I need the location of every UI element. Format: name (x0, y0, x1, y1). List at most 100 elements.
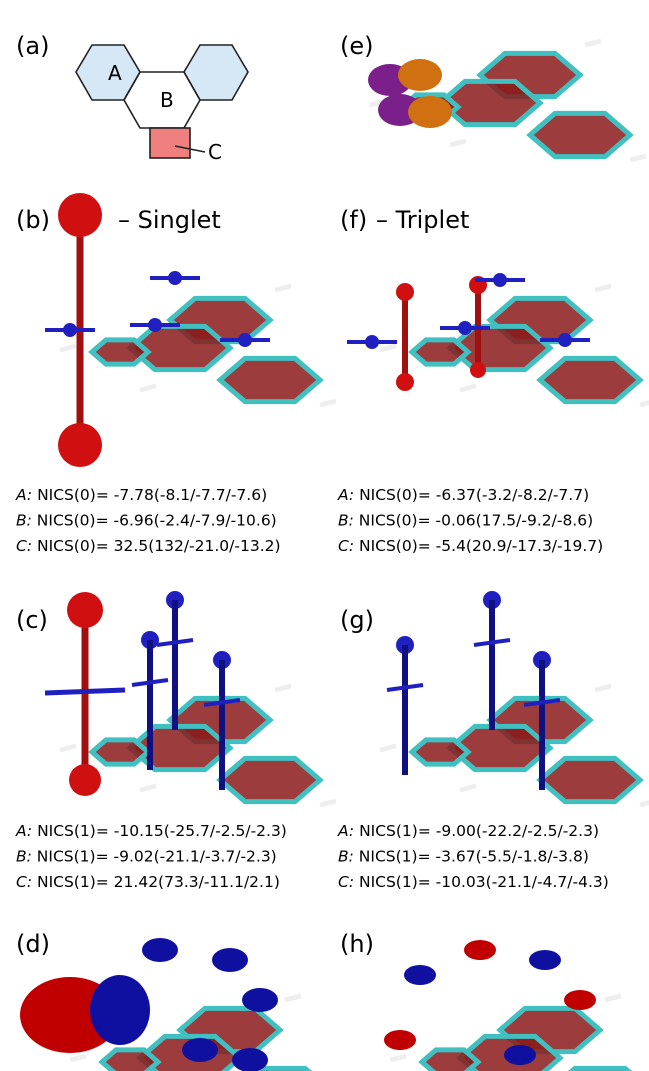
nics-line: B: NICS(1)= -9.02(-21.1/-3.7/-2.3) (16, 848, 277, 866)
rod (157, 640, 193, 645)
molecule (380, 286, 649, 405)
panel-label: (b) (16, 206, 50, 234)
rod (45, 690, 125, 693)
bond-h (380, 346, 396, 350)
nics-value: NICS(0)= -6.96(-2.4/-7.9/-10.6) (37, 512, 277, 530)
nics-line: B: NICS(1)= -3.67(-5.5/-1.8/-3.8) (338, 848, 589, 866)
nics-line: C: NICS(0)= -5.4(20.9/-17.3/-19.7) (338, 537, 603, 555)
ring-label: B: (338, 848, 354, 866)
isosurface (142, 938, 178, 962)
ring-label: B: (16, 848, 32, 866)
nics-line: C: NICS(1)= -10.03(-21.1/-4.7/-4.3) (338, 873, 609, 891)
nics-value: NICS(1)= -9.00(-22.2/-2.5/-2.3) (359, 822, 599, 840)
bond-h (630, 156, 646, 160)
ring (530, 113, 630, 156)
nics-value: NICS(1)= -3.67(-5.5/-1.8/-3.8) (359, 848, 589, 866)
bond-h (320, 801, 336, 805)
ring (540, 358, 640, 401)
nics-line: A: NICS(0)= -6.37(-3.2/-8.2/-7.7) (337, 486, 589, 504)
bond-h (60, 746, 76, 750)
ring-label: C: (338, 873, 354, 891)
bond-h (380, 746, 396, 750)
panel-label: (h) (340, 930, 374, 958)
bond-h (460, 386, 476, 390)
panel-label: (f) (340, 206, 367, 234)
ring (220, 758, 320, 801)
isosurface (384, 1030, 416, 1050)
ring (412, 340, 468, 364)
isosurface (212, 948, 248, 972)
ring-label: A (108, 61, 122, 85)
ring (540, 758, 640, 801)
bond-h (70, 1056, 86, 1060)
molecule (60, 686, 336, 805)
sphere (67, 592, 103, 628)
nics-line: C: NICS(1)= 21.42(73.3/-11.1/2.1) (16, 873, 280, 891)
bond-h (595, 686, 611, 690)
molecule-renderings (20, 41, 649, 1071)
bond-h (275, 286, 291, 290)
nics-line: A: NICS(1)= -9.00(-22.2/-2.5/-2.3) (337, 822, 599, 840)
sphere (396, 283, 414, 301)
bond-h (640, 801, 649, 805)
ring (220, 358, 320, 401)
ring-label: B (160, 88, 174, 112)
panel-label: (e) (340, 32, 374, 60)
bond-h (140, 386, 156, 390)
panel-label: (a) (16, 32, 49, 60)
ring-label: C: (16, 873, 32, 891)
isosurface (504, 1045, 536, 1065)
ring-label: A: (337, 486, 354, 504)
rod (387, 685, 423, 690)
ring-label: C: (16, 537, 32, 555)
ring (422, 1050, 478, 1071)
nics-line: B: NICS(0)= -0.06(17.5/-9.2/-8.6) (338, 512, 593, 530)
panel-label: (d) (16, 930, 50, 958)
ring-label: C: (338, 537, 354, 555)
ring (102, 1050, 158, 1071)
isosurface (242, 988, 278, 1012)
nics-line: A: NICS(1)= -10.15(-25.7/-2.5/-2.3) (15, 822, 287, 840)
ring (92, 740, 148, 764)
panel-label: (c) (16, 606, 48, 634)
bond-h (285, 996, 301, 1000)
ring-label: A: (15, 822, 32, 840)
isosurface (464, 940, 496, 960)
sphere (69, 764, 101, 796)
panel-title: – Singlet (118, 206, 221, 234)
orbital (408, 96, 452, 128)
bond-h (450, 141, 466, 145)
sphere (58, 193, 102, 237)
isosurface (90, 975, 150, 1045)
orbital (398, 59, 442, 91)
isosurface (404, 965, 436, 985)
nics-line: C: NICS(0)= 32.5(132/-21.0/-13.2) (16, 537, 281, 555)
bond-h (60, 346, 76, 350)
bond-h (595, 286, 611, 290)
nics-line: A: NICS(0)= -7.78(-8.1/-7.7/-7.6) (15, 486, 267, 504)
sphere (470, 362, 486, 378)
nics-value: NICS(1)= 21.42(73.3/-11.1/2.1) (37, 873, 280, 891)
rod (474, 640, 510, 645)
nics-value: NICS(1)= -10.15(-25.7/-2.5/-2.3) (37, 822, 287, 840)
nics-value: NICS(0)= -6.37(-3.2/-8.2/-7.7) (359, 486, 589, 504)
rod (132, 680, 168, 685)
ring-label: B: (16, 512, 32, 530)
bond-h (390, 1056, 406, 1060)
nics-value: NICS(1)= -10.03(-21.1/-4.7/-4.3) (359, 873, 609, 891)
panel-title: – Triplet (376, 206, 469, 234)
nics-line: B: NICS(0)= -6.96(-2.4/-7.9/-10.6) (16, 512, 277, 530)
nics-value: NICS(0)= 32.5(132/-21.0/-13.2) (37, 537, 281, 555)
nics-value: NICS(1)= -9.02(-21.1/-3.7/-2.3) (37, 848, 277, 866)
nics-value: NICS(0)= -7.78(-8.1/-7.7/-7.6) (37, 486, 267, 504)
nics-value: NICS(0)= -0.06(17.5/-9.2/-8.6) (359, 512, 593, 530)
bond-h (460, 786, 476, 790)
panel-label: (g) (340, 606, 374, 634)
isosurface (232, 1048, 268, 1071)
figure: (a) (b) (c) (d) (e) (f) (g) (h) – Single… (0, 0, 649, 1071)
sphere (58, 423, 102, 467)
ring (412, 740, 468, 764)
bond-h (605, 996, 621, 1000)
nics-value: NICS(0)= -5.4(20.9/-17.3/-19.7) (359, 537, 603, 555)
bond-h (140, 786, 156, 790)
